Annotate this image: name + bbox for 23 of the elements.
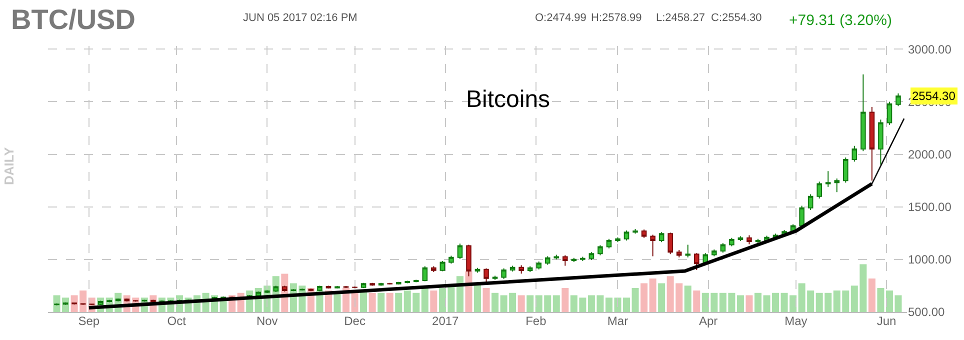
- x-tick-label: Dec: [344, 314, 366, 328]
- x-tick-label: Mar: [607, 314, 628, 328]
- text: +79.31 (3.20%): [789, 12, 892, 29]
- chart-title: BTC/USD: [11, 4, 136, 35]
- x-tick-label: Sep: [78, 314, 100, 328]
- y-tick-label: 1000.00: [908, 252, 952, 267]
- text: O:2474.99: [535, 12, 586, 24]
- x-tick-label: Apr: [698, 314, 718, 328]
- y-tick-label: 2000.00: [908, 147, 952, 162]
- text: L:2458.27: [656, 12, 705, 24]
- annotation: Bitcoins: [466, 86, 550, 113]
- x-tick-label: 2017: [432, 314, 460, 328]
- chart-subtitle: JUN 05 2017 02:16 PM: [243, 12, 358, 24]
- y-tick-label: 1500.00: [908, 200, 952, 214]
- text: C:2554.30: [711, 12, 762, 24]
- x-tick-label: May: [784, 314, 808, 328]
- x-tick-label: Oct: [167, 314, 187, 328]
- y-tick-label: 3000.00: [908, 42, 952, 56]
- text: H:2578.99: [591, 12, 642, 24]
- x-tick-label: Jun: [876, 314, 896, 328]
- x-tick-label: Feb: [526, 314, 547, 328]
- y-tick-label: 500.00: [908, 305, 946, 320]
- x-tick-label: Nov: [256, 314, 278, 328]
